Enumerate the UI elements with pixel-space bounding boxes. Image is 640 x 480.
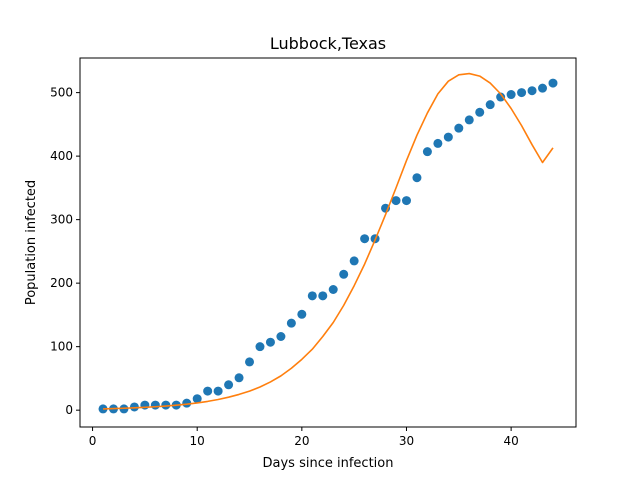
data-point: [496, 92, 506, 102]
data-point: [234, 373, 244, 383]
data-point: [255, 342, 265, 352]
axes-frame: [79, 57, 577, 428]
data-point: [213, 386, 223, 396]
data-point: [150, 400, 160, 410]
data-point: [454, 123, 464, 133]
data-point: [548, 78, 558, 88]
data-point: [328, 284, 338, 294]
y-tick-label: 100: [50, 340, 73, 354]
data-point: [245, 357, 255, 367]
x-tick-label: 30: [399, 434, 414, 448]
data-point: [297, 309, 307, 319]
data-point: [307, 291, 317, 301]
data-point: [517, 88, 527, 98]
x-tick-label: 0: [89, 434, 97, 448]
y-tick-label: 200: [50, 276, 73, 290]
data-point: [527, 86, 537, 96]
data-point: [349, 256, 359, 266]
data-point: [506, 90, 516, 100]
data-point: [443, 132, 453, 142]
data-point: [485, 100, 495, 110]
data-point: [265, 337, 275, 347]
data-point: [538, 83, 548, 93]
data-point: [318, 291, 328, 301]
data-point: [129, 402, 139, 412]
data-point: [203, 386, 213, 396]
x-tick-label: 10: [190, 434, 205, 448]
fitted-curve-line: [102, 72, 554, 410]
y-tick-label: 500: [50, 86, 73, 100]
y-tick-label: 400: [50, 149, 73, 163]
data-point: [192, 394, 202, 404]
data-point: [412, 173, 422, 183]
data-point: [475, 107, 485, 117]
data-point: [161, 400, 171, 410]
y-axis-label: Population infected: [24, 180, 39, 305]
y-tick-label: 300: [50, 213, 73, 227]
data-point: [422, 147, 432, 157]
data-point: [391, 196, 401, 206]
data-point: [464, 115, 474, 125]
data-point: [286, 318, 296, 328]
plot-area: [98, 72, 558, 414]
data-point: [276, 331, 286, 341]
data-point: [360, 234, 370, 244]
data-point: [182, 398, 192, 408]
chart-title: Lubbock,Texas: [270, 34, 386, 53]
x-axis-label: Days since infection: [263, 456, 394, 471]
data-point: [224, 380, 234, 390]
data-point: [339, 269, 349, 279]
y-tick-label: 0: [65, 403, 73, 417]
x-tick-label: 40: [503, 434, 518, 448]
x-tick-label: 20: [294, 434, 309, 448]
data-point: [433, 138, 443, 148]
data-point: [401, 196, 411, 206]
